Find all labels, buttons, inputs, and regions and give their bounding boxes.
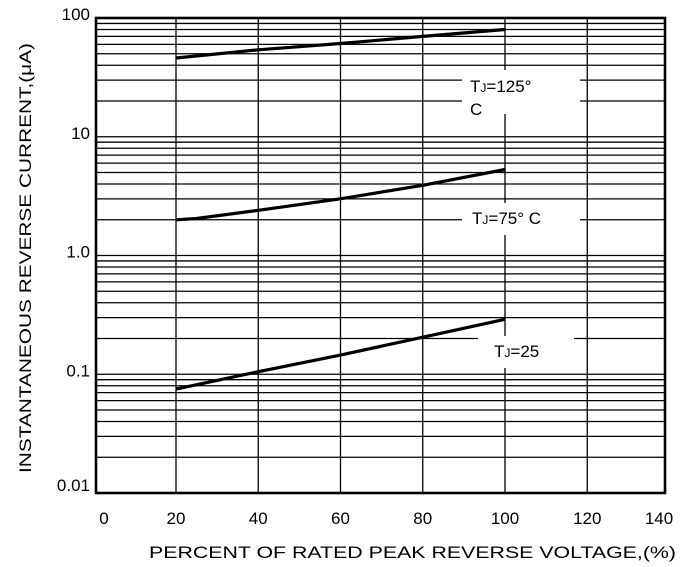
x-tick-labels: 0 20 40 60 80 100 120 140 <box>99 509 673 528</box>
series-label-background <box>462 203 580 235</box>
series-label-background <box>462 70 580 114</box>
y-tick-label: 1.0 <box>66 243 90 262</box>
x-tick-label: 80 <box>413 509 432 528</box>
series-label-fragment: C <box>470 100 482 119</box>
y-tick-label: 100 <box>62 5 90 24</box>
y-tick-label: 0.01 <box>57 476 90 495</box>
series-labels: TJ=125° C TJ=75° C TJ=25 <box>462 70 580 368</box>
x-tick-label: 100 <box>491 509 519 528</box>
y-tick-labels: 0.01 0.1 1.0 10 100 <box>57 5 90 495</box>
x-tick-label: 0 <box>99 509 108 528</box>
series-label: TJ=125° <box>470 77 531 96</box>
series-curve <box>175 167 506 222</box>
x-tick-label: 60 <box>331 509 350 528</box>
y-tick-label: 10 <box>71 124 90 143</box>
series-curve <box>175 27 506 60</box>
y-axis-label: INSTANTANEOUS REVERSE CURRENT,(μA) <box>16 43 35 473</box>
x-tick-label: 40 <box>249 509 268 528</box>
series-label-background <box>478 336 574 368</box>
series-label: TJ=25 <box>494 342 539 361</box>
x-tick-label: 140 <box>645 509 673 528</box>
x-tick-label: 20 <box>167 509 186 528</box>
y-tick-label: 0.1 <box>66 361 90 380</box>
grid-lines <box>96 18 665 493</box>
series-curves <box>175 27 506 391</box>
x-axis-label: PERCENT OF RATED PEAK REVERSE VOLTAGE,(%… <box>149 543 676 562</box>
x-tick-label: 120 <box>573 509 601 528</box>
plot-frame <box>94 16 667 495</box>
series-label: TJ=75° C <box>472 209 541 228</box>
series-curve <box>175 317 506 391</box>
